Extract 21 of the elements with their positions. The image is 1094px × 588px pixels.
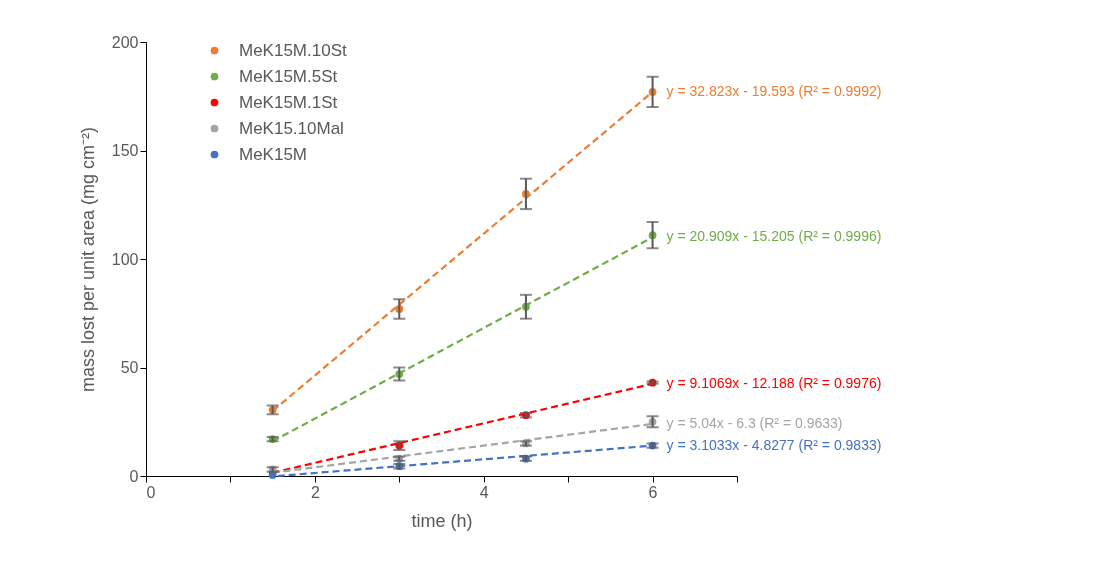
x-tick-label: 0 <box>146 483 156 501</box>
x-tick-label: 2 <box>310 483 320 501</box>
x-axis-title: time (h) <box>411 510 473 531</box>
y-tick-label: 0 <box>129 467 139 485</box>
series-label: y = 5.04x - 6.3 (R² = 0.9633) <box>666 414 843 431</box>
series-label: y = 20.909x - 15.205 (R² = 0.9996) <box>666 228 882 245</box>
y-tick-label: 100 <box>111 250 139 268</box>
y-tick-label: 50 <box>120 359 139 376</box>
series-label: y = 32.823x - 19.593 (R² = 0.9992) <box>666 82 882 99</box>
legend-label: MeK15M.1St <box>239 92 338 112</box>
legend-label: MeK15.10Mal <box>239 118 344 138</box>
legend-label: MeK15M.10St <box>239 40 347 60</box>
x-tick-label: 4 <box>479 483 489 501</box>
y-tick-label: 150 <box>111 142 139 159</box>
series-label: y = 3.1033x - 4.8277 (R² = 0.9833) <box>666 436 882 453</box>
y-axis-title: mass lost per unit area (mg cm⁻²) <box>77 126 98 393</box>
legend-label: MeK15M.5St <box>239 66 338 86</box>
x-tick-label: 6 <box>648 483 658 501</box>
series-label: y = 9.1069x - 12.188 (R² = 0.9976) <box>666 374 882 391</box>
y-tick-label: 200 <box>111 33 139 51</box>
legend-label: MeK15M <box>239 144 308 164</box>
